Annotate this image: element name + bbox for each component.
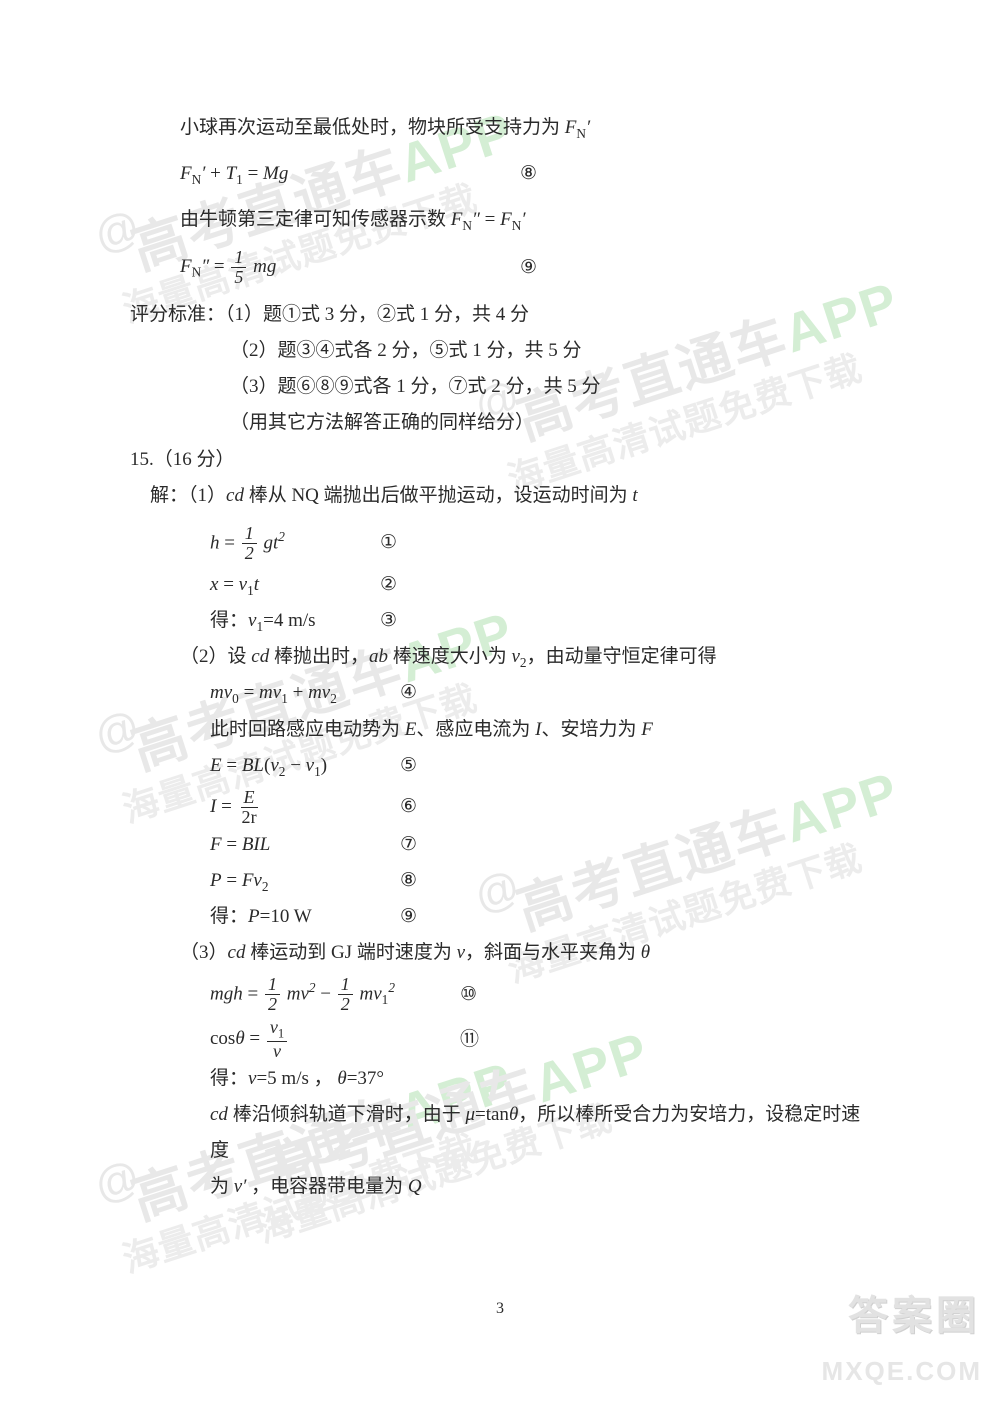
- equation-6: I = E2r ⑥: [130, 788, 870, 827]
- equation-7: F = BIL ⑦: [130, 827, 870, 863]
- equation-9: FN″ = 15 mg ⑨: [130, 248, 870, 287]
- equation-8: FN′ + T1 = Mg ⑧: [130, 156, 870, 192]
- equation-5: E = BL(v2 − v1) ⑤: [130, 748, 870, 784]
- equation-4: mv0 = mv1 + mv2 ④: [130, 675, 870, 711]
- text-line: 此时回路感应电动势为 E、感应电流为 I、安培力为 F: [130, 712, 870, 748]
- grading-line: （2）题③④式各 2 分，⑤式 1 分，共 5 分: [130, 333, 870, 369]
- text-line: 由牛顿第三定律可知传感器示数 FN″ = FN′: [130, 202, 870, 238]
- equation-2: x = v1t ②: [130, 567, 870, 603]
- grading-line: 评分标准：（1）题①式 3 分，②式 1 分，共 4 分: [130, 297, 870, 333]
- result-11: 得：v=5 m/s ， θ=37°: [130, 1061, 870, 1097]
- solution-part-1: 解：（1）cd 棒从 NQ 端抛出后做平抛运动，设运动时间为 t: [130, 478, 870, 514]
- equation-10: mgh = 12 mv2 − 12 mv12 ⑩: [130, 975, 870, 1014]
- equation-1: h = 12 gt2 ①: [130, 524, 870, 563]
- grading-line: （3）题⑥⑧⑨式各 1 分，⑦式 2 分，共 5 分: [130, 369, 870, 405]
- solution-part-2: （2）设 cd 棒抛出时，ab 棒速度大小为 v2，由动量守恒定律可得: [130, 639, 870, 675]
- equation-11: cosθ = v1v ⑪: [130, 1018, 870, 1061]
- solution-part-3: （3）cd 棒运动到 GJ 端时速度为 v，斜面与水平夹角为 θ: [130, 935, 870, 971]
- text-line: 为 v′ ，电容器带电量为 Q: [130, 1169, 870, 1205]
- grading-line: （用其它方法解答正确的同样给分）: [130, 405, 870, 441]
- equation-8b: P = Fv2 ⑧: [130, 863, 870, 899]
- result-3: 得：v1=4 m/s ③: [130, 603, 870, 639]
- result-9: 得：P=10 W ⑨: [130, 899, 870, 935]
- text-line: 小球再次运动至最低处时，物块所受支持力为 FN′: [130, 110, 870, 146]
- text-line: cd 棒沿倾斜轨道下滑时，由于 μ=tanθ，所以棒所受合力为安培力，设稳定时速…: [130, 1097, 870, 1169]
- question-number: 15.（16 分）: [130, 442, 870, 478]
